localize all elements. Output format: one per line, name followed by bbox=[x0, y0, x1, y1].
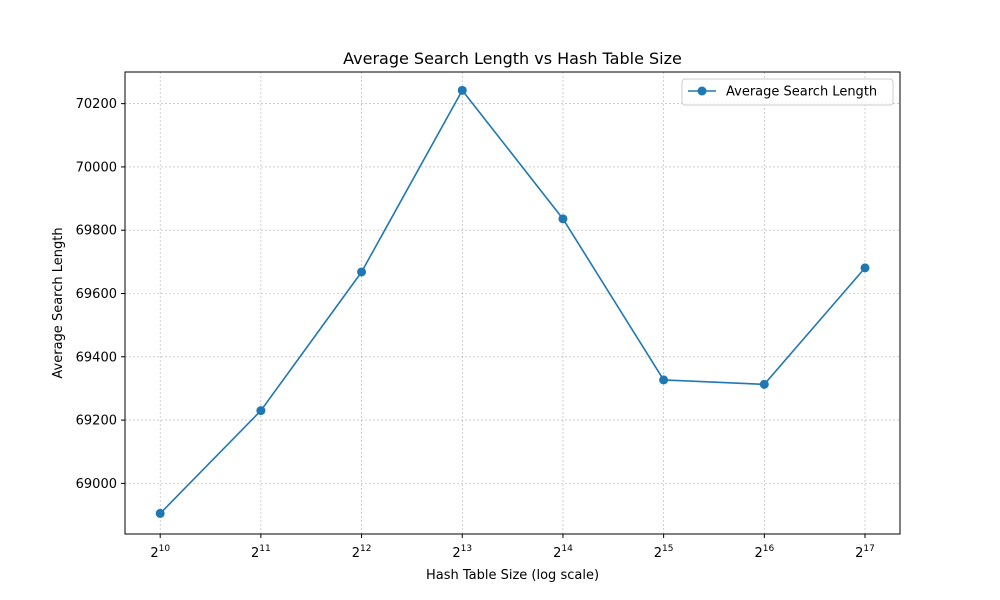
x-tick-label: 215 bbox=[654, 544, 674, 561]
x-axis-ticks: 210 211 212 213 214 215 216 217 bbox=[150, 534, 875, 561]
x-tick-label: 212 bbox=[352, 544, 372, 561]
data-point bbox=[155, 508, 165, 518]
legend-marker bbox=[697, 86, 707, 96]
data-point bbox=[357, 267, 367, 277]
x-axis-label: Hash Table Size (log scale) bbox=[426, 568, 599, 583]
y-tick-label: 69600 bbox=[76, 287, 117, 302]
data-point bbox=[759, 379, 769, 389]
y-tick-label: 69400 bbox=[76, 350, 117, 365]
y-tick-label: 69800 bbox=[76, 224, 117, 239]
series bbox=[155, 85, 870, 518]
series-line bbox=[159, 89, 866, 514]
data-point bbox=[558, 214, 568, 224]
data-point bbox=[860, 263, 870, 273]
legend: Average Search Length bbox=[681, 78, 894, 106]
data-point bbox=[457, 85, 467, 95]
chart-title: Average Search Length vs Hash Table Size bbox=[343, 49, 682, 68]
y-tick-label: 70200 bbox=[76, 97, 117, 112]
x-tick-label: 210 bbox=[150, 544, 170, 561]
data-point bbox=[256, 406, 266, 416]
x-tick-label: 217 bbox=[855, 544, 875, 561]
x-tick-label: 213 bbox=[452, 544, 472, 561]
legend-label: Average Search Length bbox=[726, 85, 877, 100]
data-point bbox=[659, 375, 669, 385]
x-tick-label: 216 bbox=[754, 544, 774, 561]
y-tick-label: 70000 bbox=[76, 160, 117, 175]
legend-box bbox=[681, 78, 894, 106]
y-axis-ticks: 69000 69200 69400 69600 69800 70000 70200 bbox=[76, 97, 125, 492]
y-axis-label: Average Search Length bbox=[51, 227, 66, 378]
x-tick-label: 211 bbox=[251, 544, 271, 561]
x-tick-label: 214 bbox=[553, 544, 573, 561]
plot-frame bbox=[124, 71, 901, 535]
y-tick-label: 69000 bbox=[76, 477, 117, 492]
y-tick-label: 69200 bbox=[76, 414, 117, 429]
